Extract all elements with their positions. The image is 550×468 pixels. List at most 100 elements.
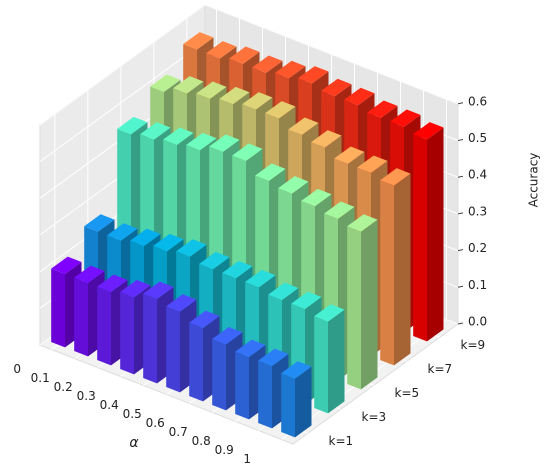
bar-side <box>427 127 444 342</box>
bar-front <box>143 293 157 384</box>
bar-top <box>107 223 138 241</box>
bar-top <box>291 291 322 309</box>
bar-side <box>361 219 378 390</box>
z-tick-label: 0.2 <box>468 241 487 255</box>
bar-top <box>183 32 214 50</box>
bars <box>51 32 444 438</box>
z-tick <box>457 175 464 178</box>
bar-top <box>281 361 312 379</box>
y-tick-label: k=7 <box>428 362 453 376</box>
bar-front <box>189 322 203 402</box>
bar-top <box>413 122 444 140</box>
bar-side <box>295 366 312 438</box>
z-tick <box>457 139 464 141</box>
bar-top <box>212 326 243 345</box>
bar <box>380 168 411 366</box>
bar-top <box>74 265 105 283</box>
bar-top <box>189 310 220 328</box>
bar-top <box>314 304 345 322</box>
bar-front <box>74 277 88 357</box>
y-tick-label: k=3 <box>362 410 387 424</box>
bar-top <box>229 46 260 64</box>
bar-top <box>120 279 151 298</box>
bar-top <box>344 87 375 106</box>
bar-front <box>212 338 226 411</box>
bar-top <box>311 130 342 148</box>
bar-top <box>288 117 319 135</box>
bar-front <box>347 226 361 390</box>
bar-top <box>242 92 273 110</box>
y-tick-label: k=1 <box>329 434 354 448</box>
bar-front <box>51 268 65 348</box>
y-tick-label: k=5 <box>395 386 420 400</box>
bar-top <box>324 201 355 219</box>
bar-top <box>222 260 253 279</box>
z-tick <box>457 102 464 105</box>
bar-front <box>413 134 427 342</box>
z-tick <box>457 285 464 288</box>
bar-top <box>347 214 378 232</box>
x-tick-label: 0.9 <box>215 443 234 457</box>
x-tick-label: 0.7 <box>169 425 188 439</box>
y-tick-label: k=9 <box>461 338 486 352</box>
x-tick-label: 0.3 <box>77 389 96 403</box>
bar-top <box>232 143 263 161</box>
bar-top <box>153 233 184 252</box>
bar-top <box>206 41 237 59</box>
bar <box>347 214 378 390</box>
bar-top <box>258 348 289 367</box>
bar-top <box>252 55 283 73</box>
bar-top <box>186 132 217 151</box>
bar-top <box>298 66 329 84</box>
bar-top <box>357 155 388 173</box>
bar-top <box>255 163 286 181</box>
bar-front <box>314 316 328 414</box>
bar-top <box>268 282 299 300</box>
bar-front <box>258 360 272 429</box>
bar-top <box>301 188 332 207</box>
bar-front <box>166 306 180 393</box>
bar-front <box>120 291 134 375</box>
bar-top <box>140 122 171 140</box>
bar-top <box>334 146 365 164</box>
bar-top <box>275 60 306 79</box>
z-tick-label: 0.3 <box>468 204 487 218</box>
z-axis-label: Accuracy <box>527 153 541 208</box>
bar-front <box>281 373 295 438</box>
bar <box>314 304 345 414</box>
bar-top <box>176 239 207 257</box>
bar-side <box>394 173 411 366</box>
bar-top <box>150 74 181 92</box>
bar-top <box>380 168 411 186</box>
x-tick-label: 0.2 <box>54 380 73 394</box>
z-tick-label: 0.5 <box>468 131 487 145</box>
bar-top <box>84 214 115 232</box>
x-axis-label: α <box>129 435 139 451</box>
z-tick-label: 0.6 <box>468 94 487 108</box>
bar-top <box>235 339 266 358</box>
bar-top <box>143 281 174 299</box>
z-tick <box>457 322 464 325</box>
bar-top <box>367 100 398 118</box>
x-tick-label: 0.1 <box>31 371 50 385</box>
z-tick-label: 0.4 <box>468 168 487 182</box>
bar-top <box>321 78 352 97</box>
bar-top <box>163 127 194 145</box>
bar-top <box>199 251 230 270</box>
x-tick-label: 0 <box>13 362 21 376</box>
x-tick-label: 1 <box>243 452 251 466</box>
bar-top <box>51 256 82 274</box>
bar-top <box>278 176 309 194</box>
x-tick-label: 0.4 <box>100 398 119 412</box>
bar-top <box>97 274 128 292</box>
bar-top <box>209 134 240 152</box>
grid-line <box>39 4 459 126</box>
bar <box>413 122 444 342</box>
z-tick <box>457 212 464 215</box>
x-tick-label: 0.5 <box>123 407 142 421</box>
bar-top <box>196 81 227 99</box>
bar-top <box>130 228 161 246</box>
bar-top <box>390 109 421 127</box>
bar-top <box>219 86 250 105</box>
